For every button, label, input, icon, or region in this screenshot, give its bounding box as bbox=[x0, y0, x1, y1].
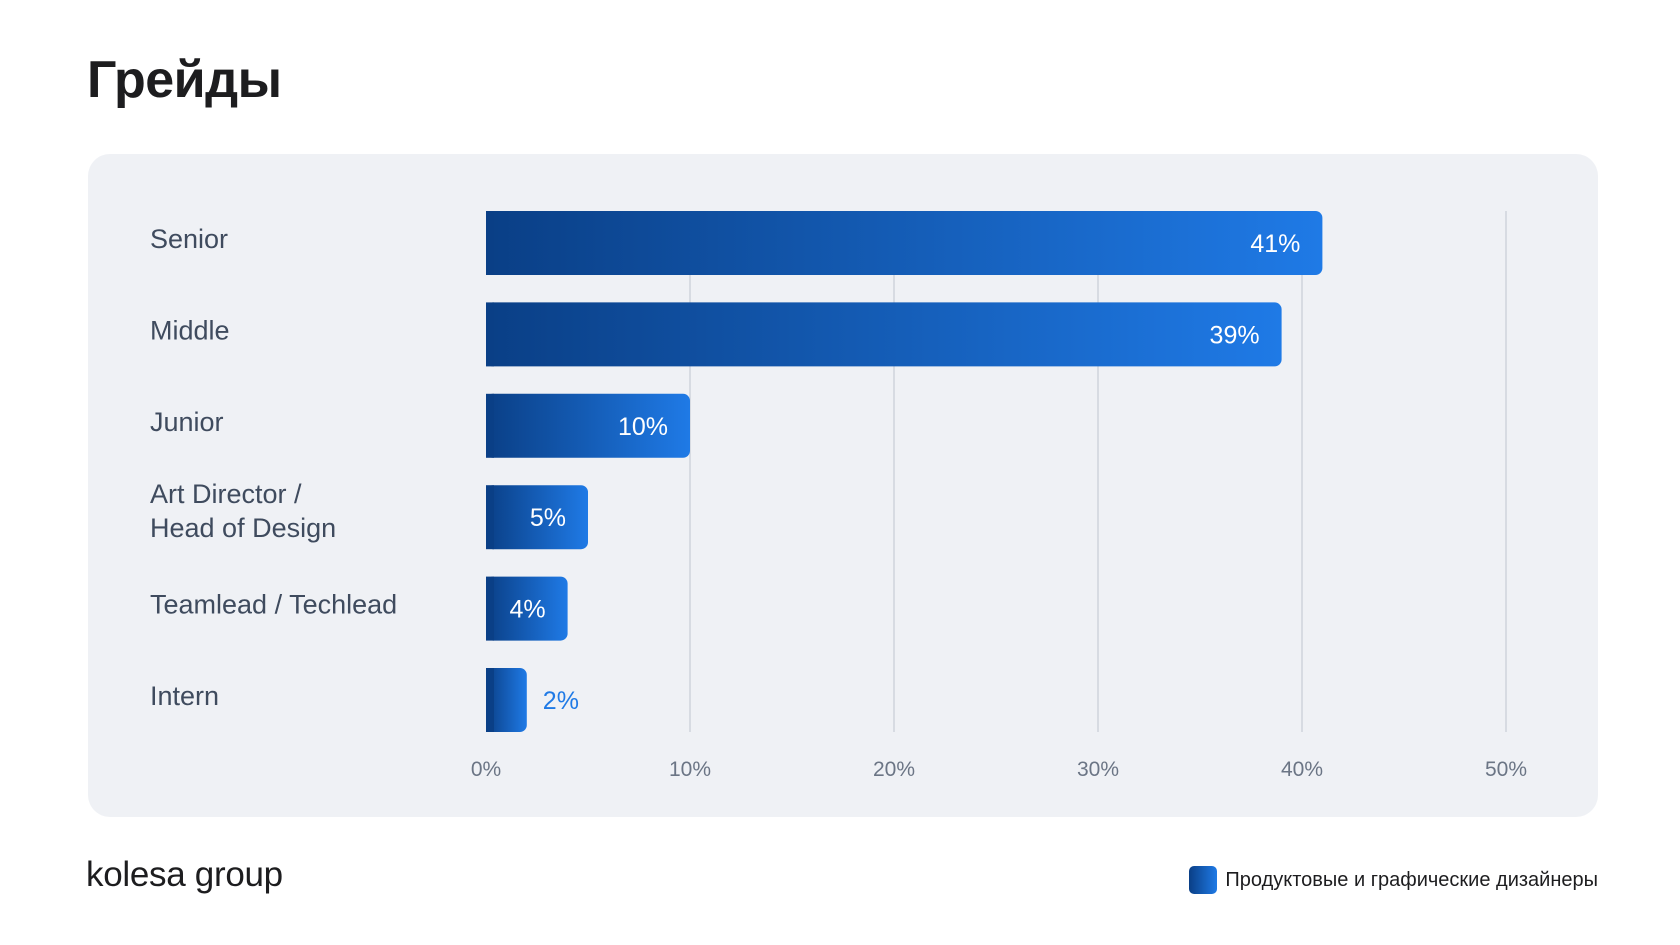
category-label: Middle bbox=[150, 315, 230, 345]
x-tick-label: 30% bbox=[1077, 758, 1119, 781]
category-labels: Senior Middle Junior Art Director / Head of … bbox=[150, 224, 397, 711]
bar-value-label: 5% bbox=[530, 504, 566, 532]
kolesa-group-logo: kolesa group bbox=[86, 855, 283, 894]
bar-value-label: 2% bbox=[543, 687, 579, 715]
x-tick-label: 40% bbox=[1281, 758, 1323, 781]
bar bbox=[486, 211, 1323, 275]
legend-label: Продуктовые и графические дизайнеры bbox=[1225, 868, 1598, 891]
bar-edge bbox=[486, 576, 494, 641]
grid-lines bbox=[689, 211, 1507, 732]
bar-value-label: 10% bbox=[618, 413, 668, 441]
x-tick-label: 0% bbox=[471, 758, 501, 781]
bar-value-label: 39% bbox=[1210, 321, 1260, 349]
category-label: Teamlead / Techlead bbox=[150, 590, 397, 620]
x-tick-label: 50% bbox=[1485, 758, 1527, 781]
bar bbox=[486, 485, 588, 550]
legend-swatch bbox=[1189, 866, 1218, 894]
bar-edge bbox=[486, 668, 494, 732]
x-tick-label: 10% bbox=[669, 758, 711, 781]
chart-card: 41% 39% 10% 5% 4% 2% Senior Middle Junior Art Di… bbox=[88, 154, 1598, 817]
x-tick-label: 20% bbox=[873, 758, 915, 781]
bar-edge bbox=[486, 211, 494, 275]
bar bbox=[486, 576, 568, 641]
bar-chart: 41% 39% 10% 5% 4% 2% Senior Middle Junior Art Di… bbox=[150, 211, 1527, 781]
bar-edge bbox=[486, 393, 494, 458]
category-label: Junior bbox=[150, 407, 224, 437]
page-title: Грейды bbox=[87, 51, 282, 109]
bar-value-label: 41% bbox=[1250, 230, 1300, 258]
bar-edge bbox=[486, 485, 494, 550]
bar-value-label: 4% bbox=[509, 596, 545, 624]
category-label: Art Director / Head of Design bbox=[150, 479, 336, 543]
legend: Продуктовые и графические дизайнеры bbox=[1189, 866, 1598, 894]
bar-edge bbox=[486, 302, 494, 367]
bar bbox=[486, 302, 1282, 367]
bar bbox=[486, 668, 527, 732]
category-label: Senior bbox=[150, 224, 228, 254]
x-axis-ticks: 0% 10% 20% 30% 40% 50% bbox=[471, 758, 1527, 781]
category-label: Intern bbox=[150, 681, 219, 711]
bars: 41% 39% 10% 5% 4% 2% bbox=[486, 211, 1323, 732]
bar bbox=[486, 393, 690, 458]
